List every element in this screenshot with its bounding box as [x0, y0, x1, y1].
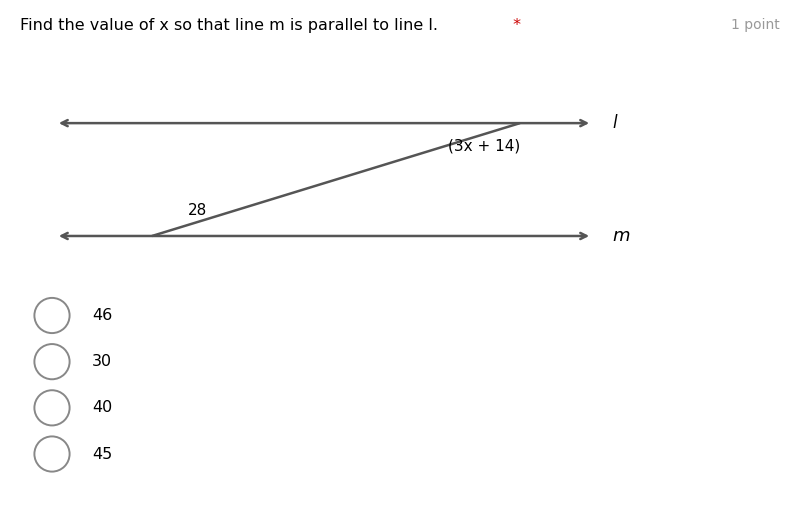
Text: Find the value of x so that line m is parallel to line l.: Find the value of x so that line m is pa…: [20, 18, 438, 33]
Text: 30: 30: [92, 354, 112, 369]
Text: 28: 28: [188, 203, 207, 218]
Text: 40: 40: [92, 400, 112, 416]
Text: (3x + 14): (3x + 14): [448, 139, 520, 153]
Text: *: *: [508, 18, 521, 33]
Text: m: m: [612, 227, 630, 245]
Text: 1 point: 1 point: [731, 18, 780, 32]
Text: 46: 46: [92, 308, 112, 323]
Text: l: l: [612, 114, 617, 132]
Text: 45: 45: [92, 446, 112, 462]
